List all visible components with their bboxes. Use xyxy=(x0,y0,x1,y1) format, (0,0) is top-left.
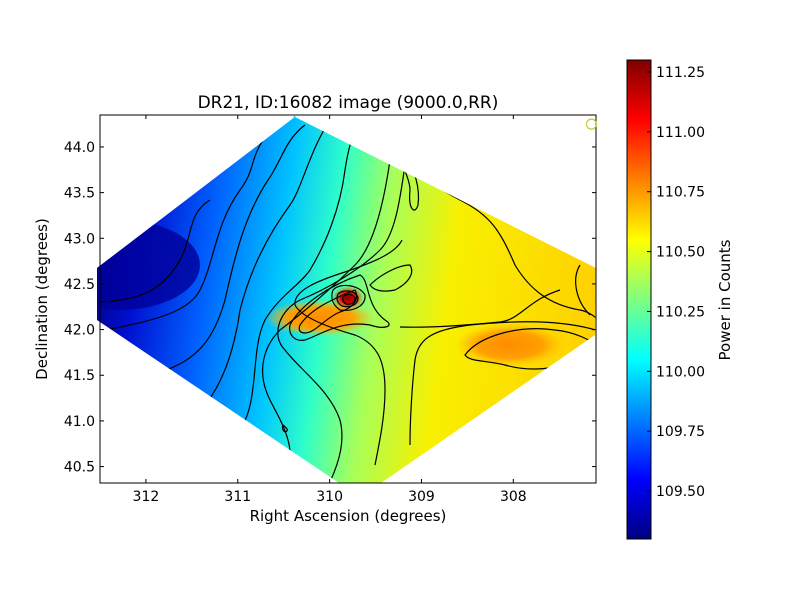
colorbar-tick-label: 111.25 xyxy=(656,65,705,81)
x-axis-label: Right Ascension (degrees) xyxy=(250,507,447,525)
contour-line xyxy=(99,199,211,303)
contour-line xyxy=(239,117,361,431)
colorbar-tick-label: 109.50 xyxy=(656,484,705,500)
chart-title: DR21, ID:16082 image (9000.0,RR) xyxy=(198,93,499,113)
contour-line xyxy=(575,264,591,316)
orange-region-east xyxy=(455,323,565,367)
contour-line xyxy=(399,289,561,328)
y-tick-label: 43.0 xyxy=(64,231,95,247)
marker-circle xyxy=(585,118,598,130)
contour-line xyxy=(204,119,331,406)
colorbar-tick-label: 111.00 xyxy=(656,125,705,141)
contour-line xyxy=(409,321,596,446)
colorbar-tick-label: 109.75 xyxy=(656,424,705,440)
contour-line xyxy=(159,124,306,373)
x-ticks: 312 311 310 309 308 xyxy=(133,115,527,505)
x-tick-label: 312 xyxy=(133,489,160,505)
colorbar-tick-label: 110.50 xyxy=(656,245,705,261)
contour-line xyxy=(342,293,356,305)
contour-line xyxy=(298,289,358,334)
colorbar-tick-label: 110.75 xyxy=(656,185,705,201)
colorbar-label: Power in Counts xyxy=(716,239,734,360)
colorbar-tick-label: 110.25 xyxy=(656,304,705,320)
contour-line xyxy=(294,239,403,466)
y-ticks: 40.5 41.0 41.5 42.0 42.5 43.0 43.5 44.0 xyxy=(64,140,596,476)
y-tick-label: 43.5 xyxy=(64,186,95,202)
colorbar-gradient xyxy=(626,59,652,540)
x-tick-label: 310 xyxy=(316,489,343,505)
y-tick-label: 41.0 xyxy=(64,414,95,430)
contour-line xyxy=(289,274,390,341)
x-tick-label: 311 xyxy=(224,489,251,505)
colorbar-tick-label: 110.00 xyxy=(656,364,705,380)
contour-line xyxy=(281,423,288,433)
y-axis-label: Declination (degrees) xyxy=(33,218,51,380)
contour-line xyxy=(464,328,596,370)
colorbar-ticks: 109.50 109.75 110.00 110.25 110.50 110.75 111.… xyxy=(647,65,705,500)
contour-line xyxy=(104,139,264,331)
contour-line xyxy=(369,264,413,292)
y-tick-label: 42.5 xyxy=(64,277,95,293)
y-tick-label: 42.0 xyxy=(64,323,95,339)
axes-frame xyxy=(99,114,597,484)
dark-blue-minimum-region xyxy=(97,220,200,310)
contour-line xyxy=(336,290,359,308)
y-tick-label: 41.5 xyxy=(64,368,95,384)
contour-line xyxy=(331,284,366,311)
x-tick-label: 309 xyxy=(408,489,435,505)
y-tick-label: 40.5 xyxy=(64,460,95,476)
colorbar: 109.50 109.75 110.00 110.25 110.50 110.75 111.… xyxy=(626,59,734,540)
contour-line xyxy=(403,162,420,211)
x-tick-label: 308 xyxy=(500,489,527,505)
y-tick-label: 44.0 xyxy=(64,140,95,156)
